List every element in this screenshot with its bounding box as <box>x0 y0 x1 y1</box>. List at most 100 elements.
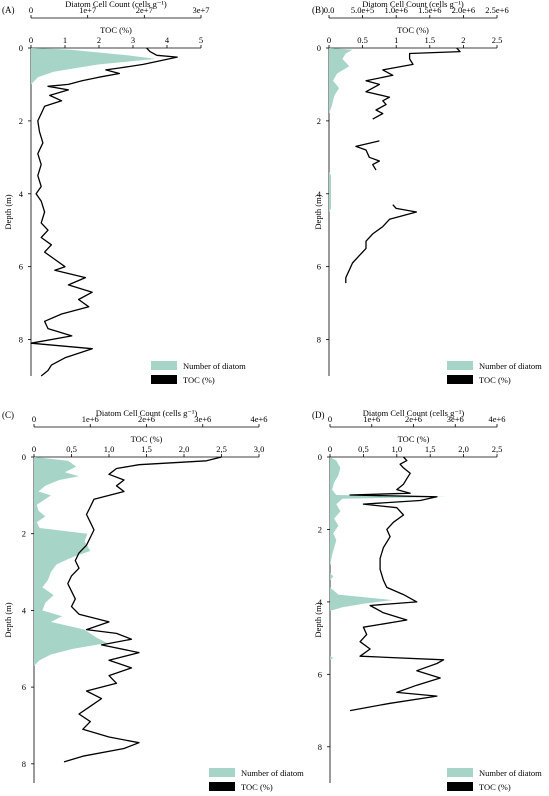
y-axis-title: Depth (m) <box>3 602 13 637</box>
x-tick-label: 2.5 <box>492 35 503 45</box>
y-tick-label: 8 <box>317 335 321 345</box>
x2-axis-title: Diatom Cell Count (cells g⁻¹) <box>363 408 465 418</box>
x-tick-label: 0 <box>327 35 331 45</box>
x2-tick-label: 3e+7 <box>192 5 209 15</box>
legend-swatch-diatom <box>447 768 473 777</box>
x-axis-title: TOC (%) <box>131 434 163 444</box>
x2-tick-label: 0 <box>29 5 33 15</box>
x2-tick-label: 1e+6 <box>82 414 99 424</box>
y-tick-label: 4 <box>22 605 27 615</box>
panel-label: (B) <box>312 5 324 15</box>
legend-swatch-toc <box>447 375 473 384</box>
x-tick-label: 1,5 <box>141 444 152 454</box>
x-tick-label: 0 <box>328 444 332 454</box>
diatom-area <box>330 457 447 660</box>
x2-tick-label: 3e+6 <box>447 414 464 424</box>
x-tick-label: 1.5 <box>424 35 435 45</box>
x2-tick-label: 1.0e+6 <box>384 5 407 15</box>
x-tick-label: 0,5 <box>66 444 77 454</box>
x-tick-label: 2 <box>461 35 465 45</box>
legend-label-diatom: Number of diatom <box>479 768 542 778</box>
y-axis-title: Depth (m) <box>313 602 323 637</box>
panel-label: (A) <box>2 5 15 15</box>
legend-swatch-diatom <box>447 361 473 370</box>
y-tick-label: 0 <box>317 43 321 53</box>
y-tick-label: 2 <box>317 116 321 126</box>
y-tick-label: 8 <box>22 759 26 769</box>
legend-swatch-toc <box>151 375 177 384</box>
x-tick-label: 2,5 <box>492 444 503 454</box>
legend-swatch-diatom <box>151 361 177 370</box>
panel-label: (D) <box>312 410 325 420</box>
toc-line <box>30 47 178 377</box>
legend-label-diatom: Number of diatom <box>183 361 246 371</box>
x2-axis-title: Diatom Cell Count (cells g⁻¹) <box>362 0 464 9</box>
panel-b: (B) Diatom Cell Count (cells g⁻¹) 0.0 5.0e+… <box>312 0 542 385</box>
x2-tick-label: 2.5e+6 <box>485 5 508 15</box>
x2-axis-title: Diatom Cell Count (cells g⁻¹) <box>96 408 198 418</box>
y-tick-label: 4 <box>19 189 24 199</box>
x2-tick-label: 4e+6 <box>250 414 267 424</box>
y-tick-label: 4 <box>317 189 322 199</box>
x2-tick-label: 4e+6 <box>488 414 505 424</box>
legend-swatch-toc <box>209 782 235 791</box>
legend-swatch-diatom <box>209 768 235 777</box>
x-tick-label: 2,5 <box>216 444 227 454</box>
x2-tick-label: 1e+6 <box>363 414 380 424</box>
panel-d: (D) Diatom Cell Count (cells g⁻¹) 0 1e+6 2e+… <box>312 408 542 792</box>
y-tick-label: 6 <box>317 262 321 272</box>
diatom-area <box>34 457 108 667</box>
x-tick-label: 4 <box>165 35 170 45</box>
legend-label-toc: TOC (%) <box>183 375 215 385</box>
y-tick-label: 0 <box>318 452 322 462</box>
x2-tick-label: 2e+6 <box>405 414 422 424</box>
x2-tick-label: 1e+7 <box>79 5 96 15</box>
x-tick-label: 1,0 <box>104 444 115 454</box>
x-tick-label: 3 <box>131 35 135 45</box>
toc-line <box>345 47 461 284</box>
panel-c: (C) Diatom Cell Count (cells g⁻¹) 0 1e+6 2e+… <box>2 408 304 792</box>
diatom-area <box>329 48 353 212</box>
x-axis-title: TOC (%) <box>100 25 132 35</box>
x-tick-label: 2 <box>97 35 101 45</box>
x-tick-label: 1,0 <box>391 444 402 454</box>
y-axis-title: Depth (m) <box>313 194 323 229</box>
y-tick-label: 6 <box>19 262 23 272</box>
legend-label-toc: TOC (%) <box>479 782 511 792</box>
y-tick-label: 2 <box>22 529 26 539</box>
x-tick-label: 5 <box>199 35 203 45</box>
x-tick-label: 2,0 <box>179 444 190 454</box>
y-tick-label: 2 <box>19 116 23 126</box>
x2-axis-title: Diatom Cell Count (cells g⁻¹) <box>65 0 167 9</box>
x-tick-label: 1 <box>394 35 398 45</box>
x2-tick-label: 2e+7 <box>136 5 153 15</box>
toc-line <box>349 456 445 712</box>
x2-tick-label: 5.0e+5 <box>351 5 374 15</box>
x2-tick-label: 3e+6 <box>194 414 211 424</box>
y-tick-label: 4 <box>318 597 323 607</box>
legend-label-toc: TOC (%) <box>241 782 273 792</box>
y-tick-label: 0 <box>19 43 23 53</box>
x-tick-label: 1,5 <box>425 444 436 454</box>
x-axis-title: TOC (%) <box>398 434 430 444</box>
x-tick-label: 0 <box>29 35 33 45</box>
legend-label-diatom: Number of diatom <box>241 768 304 778</box>
x-tick-label: 2,0 <box>458 444 469 454</box>
y-tick-label: 0 <box>22 452 26 462</box>
legend-label-diatom: Number of diatom <box>479 361 542 371</box>
y-tick-label: 8 <box>318 742 322 752</box>
x-tick-label: 0.5 <box>357 35 368 45</box>
x-tick-label: 3,0 <box>254 444 265 454</box>
x2-tick-label: 2.0e+6 <box>452 5 475 15</box>
x2-tick-label: 1.5e+6 <box>418 5 441 15</box>
y-tick-label: 6 <box>318 669 322 679</box>
legend-label-toc: TOC (%) <box>479 375 511 385</box>
x-tick-label: 0,5 <box>358 444 369 454</box>
y-axis-title: Depth (m) <box>3 194 13 229</box>
x-tick-label: 1 <box>63 35 67 45</box>
diatom-area <box>31 48 156 85</box>
x-axis-title: TOC (%) <box>397 25 429 35</box>
panel-label: (C) <box>2 410 14 420</box>
x2-tick-label: 0 <box>328 414 332 424</box>
